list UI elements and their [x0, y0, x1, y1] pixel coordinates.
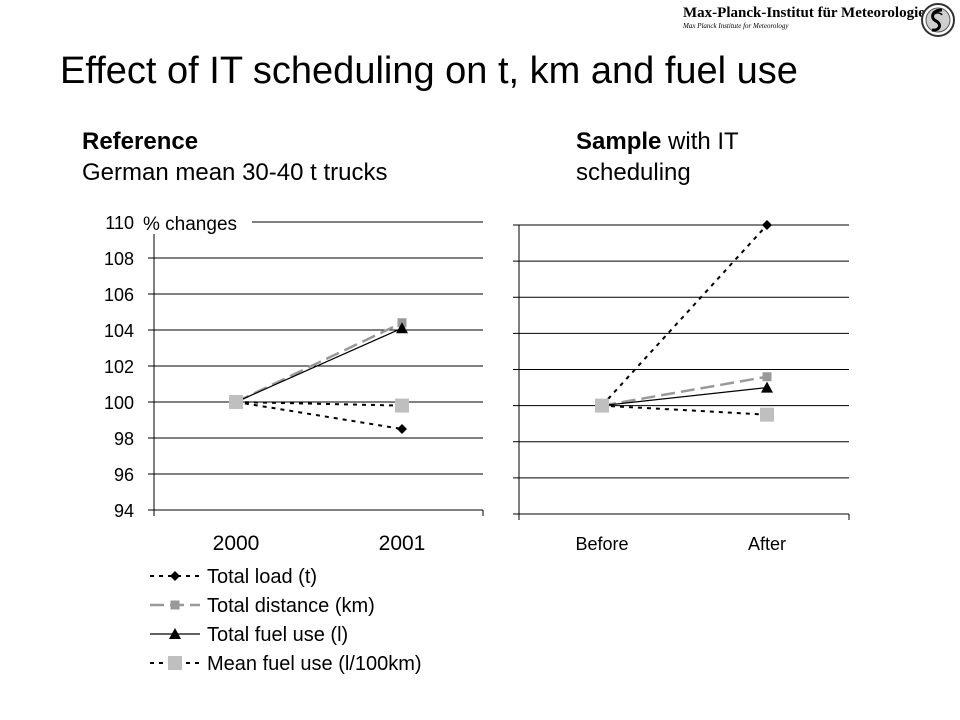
legend-swatch-marker-mean	[168, 656, 182, 670]
x-category-label: After	[748, 534, 786, 554]
y-tick-label: 104	[104, 321, 134, 341]
series-line-load	[601, 224, 768, 407]
data-point-fuel	[396, 322, 408, 334]
y-tick-label: 110	[105, 213, 134, 233]
y-axis-note: % changes	[143, 214, 237, 235]
reference-heading: Reference German mean 30-40 t trucks	[82, 126, 387, 188]
sample-heading-detail-2: scheduling	[576, 159, 691, 186]
y-tick-label: 108	[104, 249, 134, 269]
y-tick-label: 98	[114, 429, 134, 449]
data-point-mean	[760, 407, 774, 422]
institute-name: Max-Planck-Institut für Meteorologie	[683, 5, 925, 21]
data-point-mean	[395, 398, 409, 413]
series-line-distance	[601, 375, 768, 407]
institute-subname: Max Planck Institute for Meteorology	[683, 22, 789, 30]
reference-heading-detail: German mean 30-40 t trucks	[82, 159, 388, 186]
data-point-load	[762, 220, 772, 230]
data-point-distance	[762, 372, 772, 382]
legend-label-mean: Mean fuel use (l/100km)	[207, 653, 422, 675]
sample-heading: Sample with IT scheduling	[576, 126, 739, 188]
y-tick-label: 106	[104, 285, 134, 305]
legend-label-fuel: Total fuel use (l)	[207, 624, 348, 646]
y-tick-label: 94	[114, 501, 134, 521]
page-title: Effect of IT scheduling on t, km and fue…	[60, 50, 798, 92]
data-point-load	[397, 424, 407, 434]
x-category-label: 2001	[379, 532, 426, 555]
institute-logo-text: Max-Planck-Institut für Meteorologie Max…	[683, 5, 925, 30]
data-point-mean	[595, 398, 609, 413]
series-line-mean	[601, 404, 768, 416]
sample-heading-detail-1: with IT	[661, 128, 739, 155]
legend-swatch-marker-distance	[170, 600, 180, 610]
x-category-label: 2000	[213, 532, 260, 555]
x-category-label: Before	[575, 534, 628, 554]
series-line-mean	[235, 401, 403, 407]
series-line-distance	[235, 321, 403, 404]
legend-label-distance: Total distance (km)	[207, 595, 375, 617]
legend-swatch-marker-fuel	[169, 628, 181, 639]
sample-heading-bold: Sample	[576, 128, 662, 155]
series-line-fuel	[235, 327, 403, 403]
legend-label-load: Total load (t)	[207, 566, 317, 588]
y-tick-label: 96	[114, 465, 134, 485]
legend-swatch-marker-load	[170, 571, 180, 581]
reference-heading-bold: Reference	[82, 128, 199, 155]
series-line-load	[235, 401, 403, 430]
data-point-mean	[229, 395, 243, 409]
data-point-fuel	[761, 381, 773, 393]
y-tick-label: 100	[104, 393, 134, 413]
y-tick-label: 102	[104, 357, 134, 377]
minerva-emblem-icon	[921, 3, 955, 37]
series-line-fuel	[601, 386, 768, 407]
y-axis-note-bg	[140, 208, 252, 234]
